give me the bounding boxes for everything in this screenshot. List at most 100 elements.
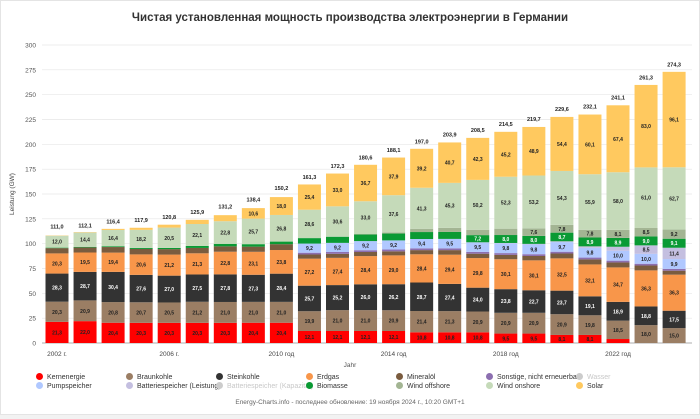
legend-item[interactable]: Biomasse <box>306 382 348 390</box>
bar-segment <box>522 235 546 244</box>
legend-item[interactable]: Wind onshore <box>486 382 540 390</box>
bar-segment <box>354 234 378 242</box>
bar-segment <box>269 197 293 215</box>
bar-segment <box>185 247 209 254</box>
bar-segment <box>522 243 546 245</box>
bar-segment <box>157 249 181 255</box>
bar-segment <box>634 245 658 254</box>
legend-item[interactable]: Wind offshore <box>396 382 450 390</box>
legend-item[interactable]: Sonstige, nicht erneuerbar <box>486 373 579 381</box>
data-label: 29,0 <box>389 268 399 274</box>
bar-segment <box>606 267 630 302</box>
bar-segment <box>297 258 321 286</box>
data-label: 9,7 <box>558 245 565 251</box>
legend-item[interactable]: Mineralöl <box>396 373 435 381</box>
data-label: 14,4 <box>80 238 90 244</box>
bar-segment <box>45 301 69 322</box>
data-label: 20,3 <box>136 331 146 337</box>
bar-segment <box>466 137 490 180</box>
bar-segment <box>213 246 237 252</box>
data-label: 20,9 <box>473 320 483 326</box>
x-tick-label: 2014 год <box>381 351 407 358</box>
bar-segment <box>129 254 153 275</box>
legend-item[interactable]: Batteriespeicher (Leistung) <box>126 382 221 390</box>
bar-segment <box>634 227 658 237</box>
data-label: 8,0 <box>530 238 537 244</box>
bar-segment <box>185 223 209 246</box>
bar-segment <box>157 275 181 303</box>
total-label: 131,2 <box>218 205 232 211</box>
data-label: 27,8 <box>220 286 230 292</box>
legend-item[interactable]: Erdgas <box>306 373 339 381</box>
bar-segment <box>634 263 658 266</box>
bar-segment <box>662 274 686 311</box>
data-label: 28,6 <box>305 222 315 228</box>
bar-segment <box>578 247 602 258</box>
legend-marker-icon <box>36 373 43 380</box>
bar-segment <box>438 142 462 183</box>
data-label: 12,1 <box>361 335 371 341</box>
bar-segment <box>269 244 293 251</box>
legend-item[interactable]: Solar <box>576 382 603 390</box>
chart-title: Чистая установленная мощность производст… <box>131 12 569 24</box>
total-label: 219,7 <box>527 117 541 123</box>
total-label: 261,3 <box>639 75 653 81</box>
bar-segment <box>269 214 293 242</box>
data-label: 62,7 <box>669 196 679 202</box>
data-label: 36,3 <box>669 291 679 297</box>
data-label: 16,4 <box>108 236 118 242</box>
data-label: 7,8 <box>586 232 593 238</box>
legend-item[interactable]: Wasser <box>576 373 610 381</box>
bar-segment <box>382 249 406 252</box>
bar-segment <box>297 252 321 255</box>
legend-label: Biomasse <box>317 383 348 390</box>
legend-item[interactable]: Steinkohle <box>216 373 260 381</box>
bar-segment <box>185 274 209 302</box>
y-tick-label: 300 <box>25 43 36 50</box>
data-label: 9,2 <box>334 245 341 251</box>
data-label: 48,9 <box>529 149 539 155</box>
data-label: 9,9 <box>671 262 678 268</box>
total-label: 116,4 <box>106 219 120 225</box>
legend-label: Wasser <box>587 374 611 381</box>
legend-label: Sonstige, nicht erneuerbar <box>497 374 580 381</box>
bar-segment <box>466 235 490 243</box>
legend-item[interactable]: Braunkohle <box>126 373 172 381</box>
data-label: 40,7 <box>445 161 455 167</box>
legend-label: Steinkohle <box>227 374 260 381</box>
bar-segment <box>550 232 574 242</box>
data-label: 20,9 <box>389 319 399 325</box>
y-tick-label: 25 <box>29 316 37 323</box>
data-label: 33,0 <box>333 188 343 194</box>
data-label: 41,3 <box>417 206 427 212</box>
legend-marker-icon <box>486 382 493 389</box>
bar-segment <box>634 306 658 326</box>
bar-segment <box>297 184 321 210</box>
bar-segment <box>578 257 602 260</box>
legend-item[interactable]: Pumpspeicher <box>36 382 92 390</box>
bar-segment <box>410 238 434 249</box>
bar-segment <box>578 114 602 175</box>
legend-item[interactable]: Batteriespeicher (Kapazität) <box>216 382 313 390</box>
bar-segment <box>606 301 630 321</box>
data-label: 83,0 <box>641 124 651 130</box>
bar-segment <box>297 238 321 244</box>
bar-segment <box>550 170 574 225</box>
data-label: 7,6 <box>530 230 537 236</box>
bar-segment <box>382 310 406 331</box>
data-label: 50,2 <box>473 203 483 209</box>
legend-label: Kernenergie <box>47 374 86 381</box>
bar-segment <box>438 248 462 251</box>
bar-segment <box>522 244 546 255</box>
data-label: 10,0 <box>641 257 651 263</box>
bar-segment <box>634 253 658 264</box>
bar-segment <box>550 290 574 315</box>
bar-segment <box>662 259 686 269</box>
bar-segment <box>438 332 462 343</box>
bar-segment <box>213 215 237 222</box>
legend-item[interactable]: Kernenergie <box>36 373 85 381</box>
bar-segment <box>297 209 321 239</box>
data-label: 21,0 <box>333 319 343 325</box>
data-label: 9,8 <box>586 251 593 257</box>
bar-segment <box>410 311 434 333</box>
